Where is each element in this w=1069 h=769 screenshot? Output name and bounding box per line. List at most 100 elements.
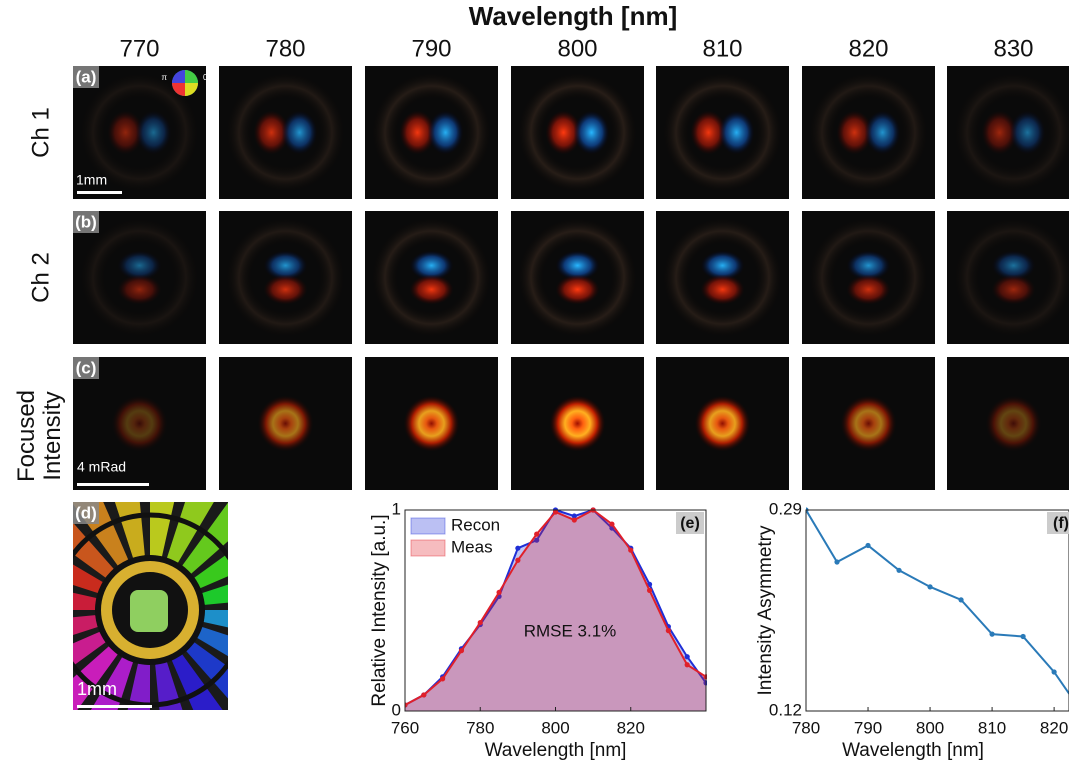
marker <box>646 587 653 594</box>
panel-label-bg <box>73 211 99 233</box>
wedge <box>73 564 103 594</box>
wedge <box>73 646 118 710</box>
spot <box>257 395 314 452</box>
spot <box>694 395 751 452</box>
y-tick-label: 0.29 <box>769 499 802 518</box>
blob <box>253 110 290 155</box>
marker <box>440 676 446 682</box>
column-label: 800 <box>557 35 597 62</box>
spot <box>985 395 1042 452</box>
area-fill <box>405 510 706 711</box>
x-tick-label: 780 <box>466 718 494 737</box>
wedge <box>186 642 228 699</box>
wedge <box>194 553 228 589</box>
y-tick-label: 0.12 <box>769 700 802 719</box>
area-fill <box>405 510 706 711</box>
wedge <box>127 663 150 710</box>
y-tick-label: 0 <box>392 700 401 719</box>
y-axis-label: Relative Intensity [a.u.] <box>369 514 390 706</box>
panel-label-bg <box>73 502 99 524</box>
legend-label: Meas <box>451 537 493 556</box>
spot <box>549 395 606 452</box>
panel-label-bg <box>1047 512 1069 534</box>
blob <box>864 110 901 155</box>
marker <box>989 631 995 637</box>
marker <box>571 517 577 523</box>
colorwheel <box>185 70 198 83</box>
blob <box>836 110 873 155</box>
colorwheel <box>172 83 185 96</box>
scale-bar-label: 1mm <box>76 172 107 188</box>
marker <box>609 521 615 527</box>
plot-area <box>806 510 1069 711</box>
marker <box>684 654 690 660</box>
y-axis-label: Intensity Asymmetry <box>755 525 776 695</box>
blob <box>573 110 610 155</box>
blob <box>545 110 582 155</box>
panel-label: (f) <box>1053 515 1069 532</box>
scale-bar-label: 1mm <box>77 679 117 699</box>
marker <box>927 584 933 590</box>
scale-bar <box>77 191 122 194</box>
column-label: 810 <box>702 35 742 62</box>
blob <box>555 250 600 281</box>
spot <box>840 395 897 452</box>
column-label: 780 <box>265 35 305 62</box>
blob <box>281 110 318 155</box>
wedge <box>73 522 114 578</box>
blob <box>409 274 454 305</box>
x-tick-label: 820 <box>1040 718 1068 737</box>
colorwheel <box>172 70 185 83</box>
x-tick-label: 790 <box>854 718 882 737</box>
column-label: 820 <box>848 35 888 62</box>
wedge <box>155 662 183 710</box>
wedge <box>73 592 97 610</box>
legend-swatch <box>410 539 446 557</box>
x-tick-label: 820 <box>617 718 645 737</box>
wedge <box>73 631 106 666</box>
blob <box>991 274 1036 305</box>
panel-label: (d) <box>75 503 97 522</box>
scale-bar-label: 4 mRad <box>77 459 126 475</box>
x-axis-label: Wavelength [nm] <box>485 740 627 761</box>
x-tick-label: 810 <box>978 718 1006 737</box>
marker <box>477 619 483 626</box>
panel-d-image <box>73 502 228 710</box>
marker <box>534 531 540 537</box>
column-label: 770 <box>119 35 159 62</box>
blob <box>700 274 745 305</box>
x-tick-label: 780 <box>792 718 820 737</box>
blob <box>409 250 454 281</box>
x-tick-label: 800 <box>916 718 944 737</box>
spot <box>403 395 460 452</box>
colorwheel-label: 0 <box>203 73 208 82</box>
colorwheel-label: π <box>161 73 167 82</box>
figure-title: Wavelength [nm] <box>469 1 677 31</box>
blob <box>846 274 891 305</box>
blob <box>1009 110 1046 155</box>
blob <box>690 110 727 155</box>
marker <box>1051 669 1057 675</box>
scale-bar <box>77 483 149 486</box>
panel-label-bg <box>73 66 99 88</box>
panel-label: (e) <box>680 515 700 532</box>
row-label: Focused Intensity <box>13 389 66 483</box>
marker <box>421 692 427 698</box>
marker <box>534 537 540 543</box>
colorwheel <box>185 83 198 96</box>
plot-content <box>405 507 707 711</box>
blob <box>555 274 600 305</box>
wedge <box>197 626 228 657</box>
blob <box>399 110 436 155</box>
panel-label-bg <box>73 357 99 379</box>
blob <box>981 110 1018 155</box>
panel-label: (b) <box>75 212 97 231</box>
wedge <box>166 502 214 563</box>
x-tick-label: 760 <box>391 718 419 737</box>
marker <box>405 702 408 708</box>
marker <box>571 513 577 519</box>
column-label: 830 <box>993 35 1033 62</box>
marker <box>552 509 559 515</box>
x-tick-label: 800 <box>541 718 569 737</box>
